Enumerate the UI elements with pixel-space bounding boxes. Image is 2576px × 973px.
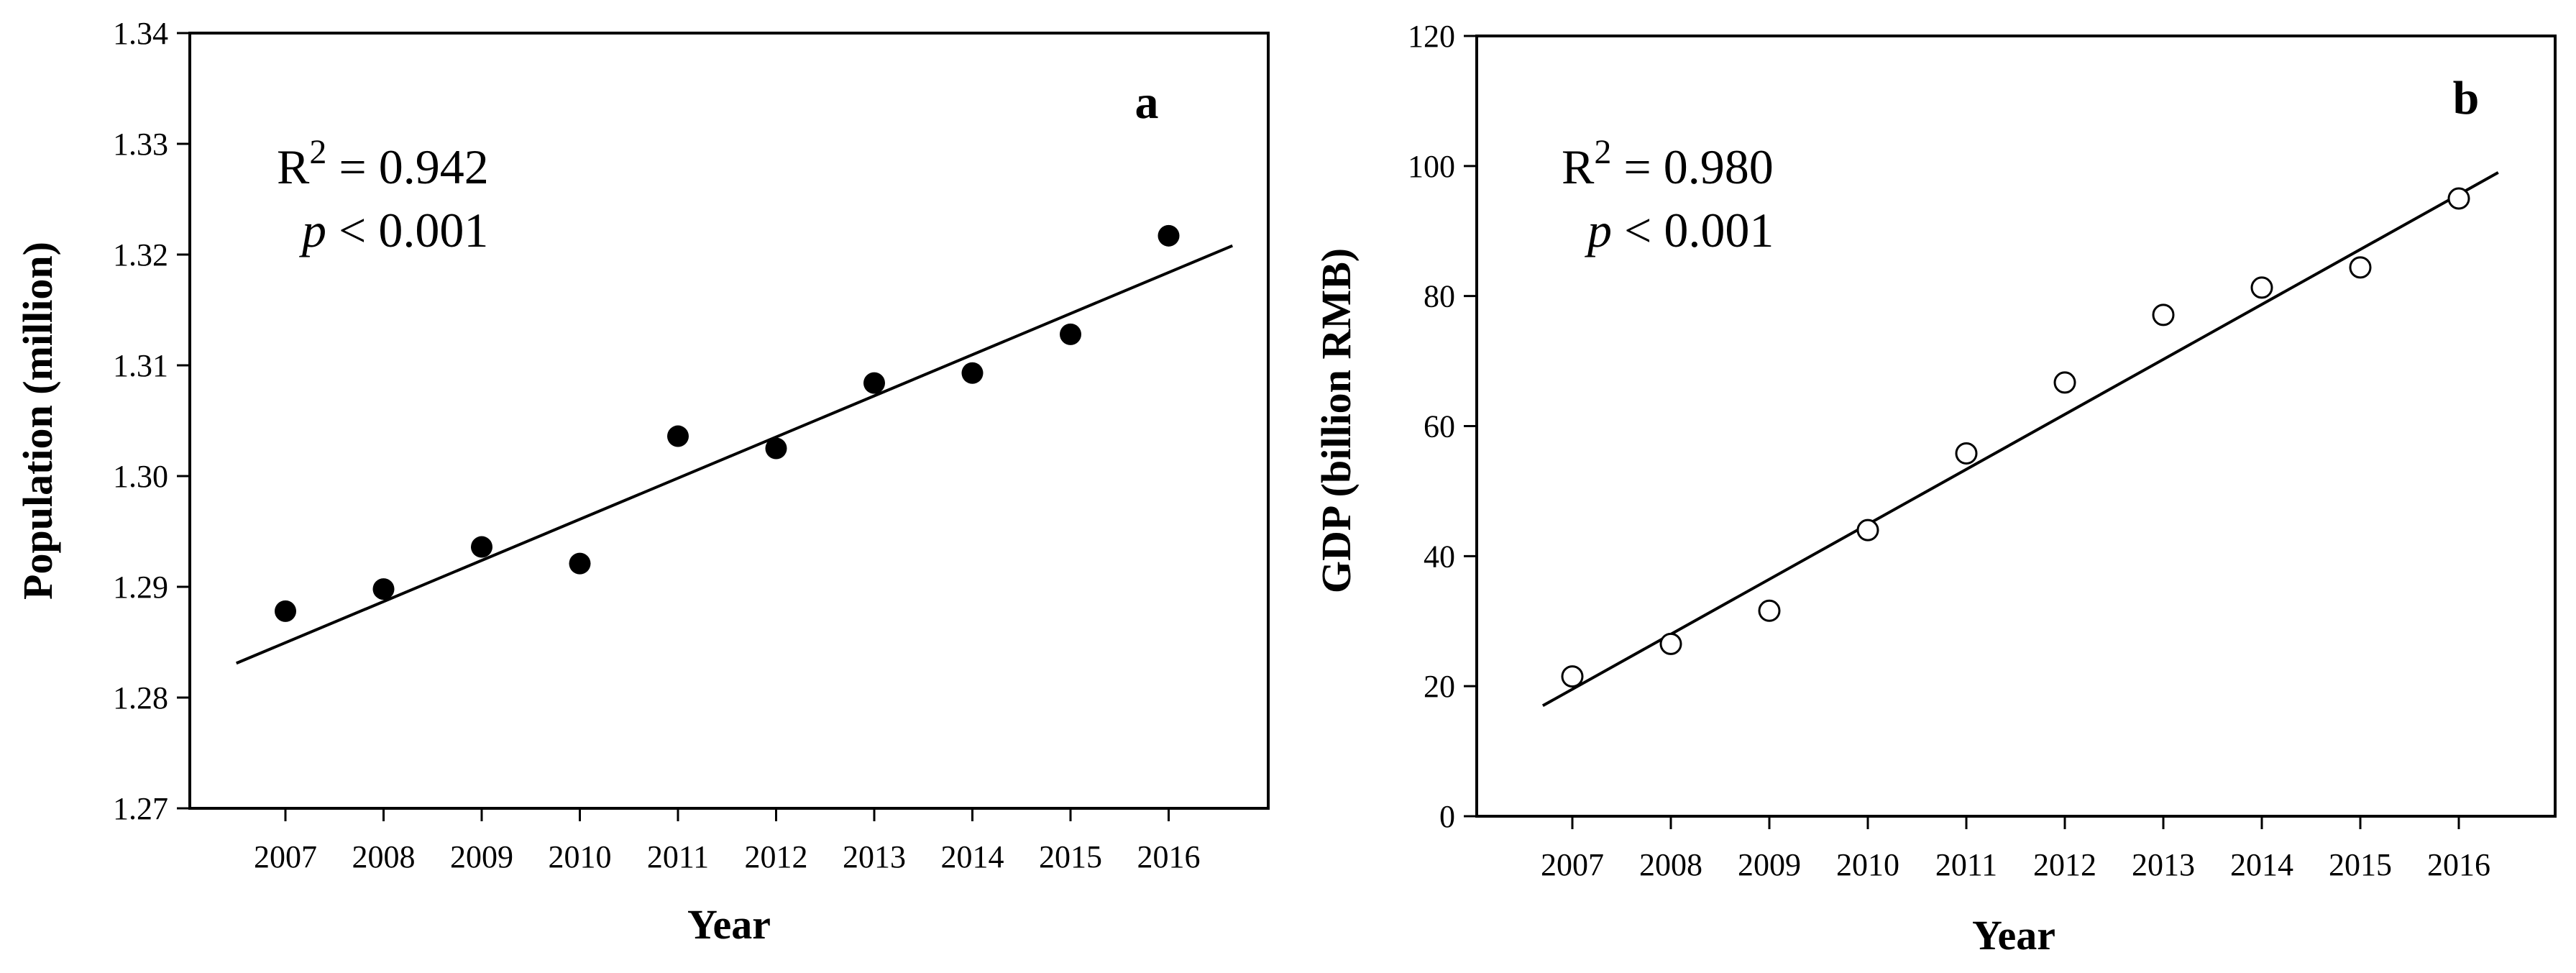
regression-line-a	[235, 244, 1233, 665]
r-squared-sup-b: 2	[1594, 133, 1611, 171]
y-tick-label-a: 1.34	[113, 16, 168, 51]
r-squared-sup-a: 2	[309, 133, 326, 171]
x-tick-label-a: 2015	[1039, 839, 1102, 874]
r-squared-a: R2 = 0.942	[277, 133, 489, 194]
data-point-b	[1758, 599, 1781, 622]
y-tick-label-a: 1.28	[113, 680, 168, 716]
panel-letter-a: a	[1135, 76, 1159, 129]
data-points-b	[1541, 171, 2499, 708]
y-tick-label-b: 80	[1424, 279, 1455, 314]
x-tick-label-b: 2013	[2132, 847, 2195, 882]
x-tick-label-a: 2014	[941, 839, 1004, 874]
x-axis-title-a: Year	[687, 901, 771, 948]
plot-frame-a	[188, 32, 1270, 810]
x-axis-ticks-a: 2007 2008 2009 2010 2011 2012 2013 2014 2015 2016	[254, 808, 1201, 874]
y-tick-label-a: 1.33	[113, 127, 168, 162]
y-tick-label-a: 1.31	[113, 348, 168, 383]
data-point-a	[275, 600, 296, 622]
data-point-b	[2053, 371, 2076, 394]
x-tick-label-b: 2007	[1541, 847, 1604, 882]
data-point-a	[667, 425, 689, 447]
data-point-b	[1659, 632, 1682, 655]
p-symbol-b: p	[1585, 203, 1612, 257]
r-squared-b: R2 = 0.980	[1562, 133, 1774, 194]
y-tick-label-b: 120	[1408, 19, 1455, 54]
x-tick-label-a: 2013	[843, 839, 906, 874]
y-tick-label-b: 100	[1408, 149, 1455, 184]
x-axis-title-b: Year	[1972, 912, 2055, 959]
x-tick-label-a: 2011	[647, 839, 709, 874]
data-point-a	[1060, 323, 1081, 345]
data-points-a	[235, 224, 1233, 665]
x-tick-label-b: 2015	[2329, 847, 2392, 882]
data-point-b	[1856, 519, 1879, 542]
x-tick-label-b: 2008	[1639, 847, 1702, 882]
x-tick-label-b: 2009	[1738, 847, 1801, 882]
p-threshold-a: < 0.001	[326, 203, 488, 257]
x-tick-label-b: 2014	[2230, 847, 2293, 882]
x-tick-label-a: 2009	[450, 839, 513, 874]
x-tick-label-b: 2010	[1836, 847, 1899, 882]
y-axis-ticks-a: 1.27 1.28 1.29 1.30 1.31 1.32 1.33 1.34	[113, 16, 190, 826]
y-tick-label-a: 1.32	[113, 237, 168, 273]
r-squared-value-b: = 0.980	[1611, 140, 1773, 194]
panel-b-gdp: 0 20 40 60 80 100 120 2007 2008 2009 2010 2011 2012…	[1313, 19, 2557, 959]
y-tick-label-b: 40	[1424, 539, 1455, 574]
data-point-a	[863, 372, 885, 394]
x-tick-label-a: 2016	[1137, 839, 1201, 874]
y-tick-label-a: 1.29	[113, 570, 168, 605]
y-axis-ticks-b: 0 20 40 60 80 100 120	[1408, 19, 1477, 834]
data-point-b	[2152, 303, 2175, 326]
data-point-a	[961, 362, 984, 384]
data-point-a	[1158, 224, 1180, 247]
panel-a-population: 1.271.281.291.301.311.321.331.34 2007 200…	[14, 16, 1270, 948]
data-point-a	[569, 552, 591, 575]
r-squared-label-a: R	[277, 140, 310, 194]
data-point-a	[765, 437, 787, 460]
data-point-b	[2250, 276, 2273, 299]
p-value-a: p < 0.001	[299, 203, 488, 257]
data-point-b	[1955, 442, 1978, 465]
data-point-b	[2447, 187, 2470, 210]
x-axis-ticks-b: 2007 2008 2009 2010 2011 2012 2013 2014 2015 2016	[1541, 816, 2490, 882]
data-point-b	[1561, 665, 1584, 688]
y-axis-title-b: GDP (billion RMB)	[1313, 248, 1360, 593]
y-tick-label-b: 20	[1424, 669, 1455, 704]
y-axis-title-a: Population (million)	[14, 242, 61, 600]
data-point-b	[2349, 256, 2372, 279]
x-tick-label-b: 2012	[2033, 847, 2096, 882]
data-point-a	[471, 536, 492, 558]
p-symbol-a: p	[299, 203, 326, 257]
x-tick-label-a: 2007	[254, 839, 317, 874]
regression-line-b	[1541, 171, 2499, 708]
y-tick-label-a: 1.30	[113, 459, 168, 494]
x-tick-label-a: 2008	[352, 839, 416, 874]
r-squared-label-b: R	[1562, 140, 1595, 194]
x-tick-label-b: 2011	[1935, 847, 1997, 882]
y-tick-label-a: 1.27	[113, 791, 168, 826]
panel-letter-b: b	[2453, 72, 2480, 124]
x-tick-label-a: 2012	[745, 839, 808, 874]
y-tick-label-b: 0	[1439, 799, 1455, 834]
p-threshold-b: < 0.001	[1612, 203, 1774, 257]
y-tick-label-b: 60	[1424, 409, 1455, 444]
x-tick-label-b: 2016	[2427, 847, 2490, 882]
data-point-a	[372, 578, 395, 600]
x-tick-label-a: 2010	[549, 839, 612, 874]
p-value-b: p < 0.001	[1585, 203, 1774, 257]
r-squared-value-a: = 0.942	[326, 140, 488, 194]
